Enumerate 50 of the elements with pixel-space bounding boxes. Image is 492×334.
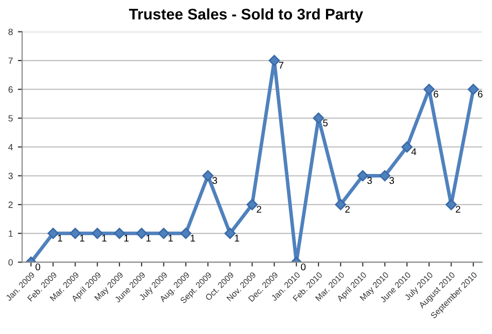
point [446, 198, 457, 210]
y-tick-label: 5 [8, 115, 13, 122]
data-label: 6 [434, 90, 438, 98]
data-label: 4 [411, 148, 416, 156]
data-label: 1 [80, 234, 84, 242]
y-tick-label: 7 [8, 58, 13, 64]
data-label: 5 [323, 120, 328, 126]
y-tick-label: 3 [8, 172, 13, 180]
y-tick-label: 0 [8, 259, 13, 266]
point [136, 228, 148, 239]
data-label: 1 [168, 234, 173, 242]
point [312, 112, 324, 124]
data-label: 3 [367, 177, 372, 184]
point [158, 228, 170, 239]
point [379, 170, 390, 182]
data-label: 0 [300, 263, 306, 270]
data-label: 1 [190, 234, 195, 242]
y-tick-label: 4 [8, 144, 13, 150]
data-label: 2 [345, 206, 350, 213]
point [114, 228, 126, 239]
point [47, 228, 59, 239]
point [468, 84, 479, 95]
point [268, 54, 280, 66]
point [335, 198, 346, 210]
point [202, 170, 214, 182]
data-label: 7 [278, 62, 284, 69]
point [423, 84, 435, 95]
data-label: 3 [389, 177, 394, 184]
point [357, 170, 368, 182]
data-label: 0 [36, 263, 40, 270]
data-label: 1 [58, 234, 62, 242]
y-tick-label: 2 [8, 202, 13, 208]
chart-title: Trustee Sales - Sold to 3rd Party [129, 8, 364, 23]
y-tick-label: 6 [8, 86, 13, 93]
data-label: 2 [256, 206, 262, 213]
data-label: 1 [124, 234, 129, 242]
point [246, 198, 258, 210]
data-label: 1 [234, 234, 240, 242]
data-label: 2 [456, 206, 460, 213]
point [224, 228, 236, 239]
point [180, 228, 192, 239]
point [92, 228, 103, 239]
data-label: 6 [478, 90, 482, 98]
point [70, 228, 81, 239]
y-tick-label: 1 [8, 230, 13, 237]
y-tick-label: 8 [8, 28, 13, 36]
data-label: 1 [102, 234, 106, 242]
data-label: 1 [146, 234, 151, 242]
point [401, 141, 413, 153]
data-label: 3 [212, 177, 218, 184]
